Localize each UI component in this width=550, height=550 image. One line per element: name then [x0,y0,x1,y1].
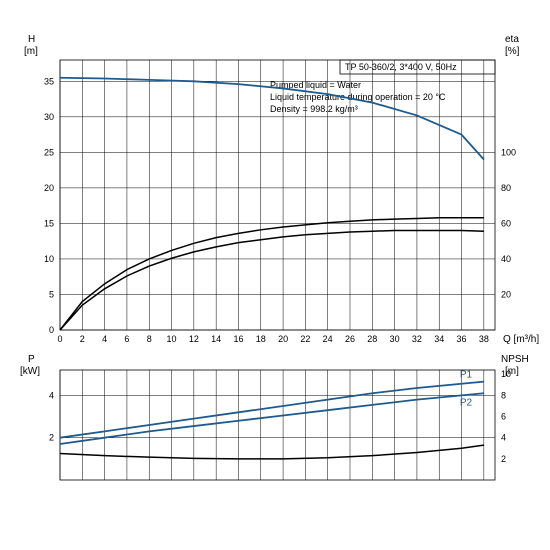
npsh-curve [60,445,484,459]
p-unit: [kW] [20,366,40,377]
xtick: 28 [367,334,377,344]
info-line: Density = 998.2 kg/m³ [270,104,358,114]
xtick: 38 [479,334,489,344]
ytick-right: 100 [501,147,516,157]
xtick: 30 [390,334,400,344]
xtick: 20 [278,334,288,344]
xtick: 18 [256,334,266,344]
left-axis-unit: [m] [24,46,38,57]
ytick-right: 60 [501,218,511,228]
head-curve [60,78,484,160]
ytick-left: 10 [44,254,54,264]
xtick: 2 [80,334,85,344]
ytick-p: 2 [49,433,54,443]
ytick-left: 30 [44,112,54,122]
pump-chart: 0510152025303520406080100024681012141618… [0,0,550,550]
x-axis-label: Q [m³/h] [503,334,539,345]
ytick-right: 40 [501,254,511,264]
ytick-left: 0 [49,325,54,335]
xtick: 34 [434,334,444,344]
xtick: 26 [345,334,355,344]
xtick: 24 [323,334,333,344]
ytick-left: 5 [49,289,54,299]
ytick-left: 35 [44,76,54,86]
ytick-npsh: 8 [501,390,506,400]
xtick: 16 [233,334,243,344]
xtick: 12 [189,334,199,344]
npsh-label: NPSH [501,354,529,365]
right-axis-unit: [%] [505,46,520,57]
eta-curve-lower [60,231,484,330]
p1-label: P1 [460,370,473,381]
eta-curve-upper [60,218,484,330]
npsh-unit: [m] [505,366,519,377]
p2-curve [60,393,484,444]
xtick: 4 [102,334,107,344]
xtick: 22 [300,334,310,344]
title-text: TP 50-360/2, 3*400 V, 50Hz [345,62,457,72]
ytick-left: 15 [44,218,54,228]
xtick: 14 [211,334,221,344]
p-label: P [28,354,35,365]
right-axis-label-eta: eta [505,34,519,45]
p2-label: P2 [460,397,473,408]
ytick-npsh: 4 [501,433,506,443]
p1-curve [60,382,484,438]
ytick-left: 25 [44,147,54,157]
xtick: 36 [457,334,467,344]
ytick-npsh: 6 [501,412,506,422]
xtick: 0 [57,334,62,344]
xtick: 6 [124,334,129,344]
xtick: 10 [167,334,177,344]
ytick-left: 20 [44,183,54,193]
ytick-right: 80 [501,183,511,193]
xtick: 8 [147,334,152,344]
ytick-npsh: 2 [501,454,506,464]
xtick: 32 [412,334,422,344]
left-axis-label-H: H [28,34,35,45]
ytick-p: 4 [49,390,54,400]
ytick-right: 20 [501,289,511,299]
